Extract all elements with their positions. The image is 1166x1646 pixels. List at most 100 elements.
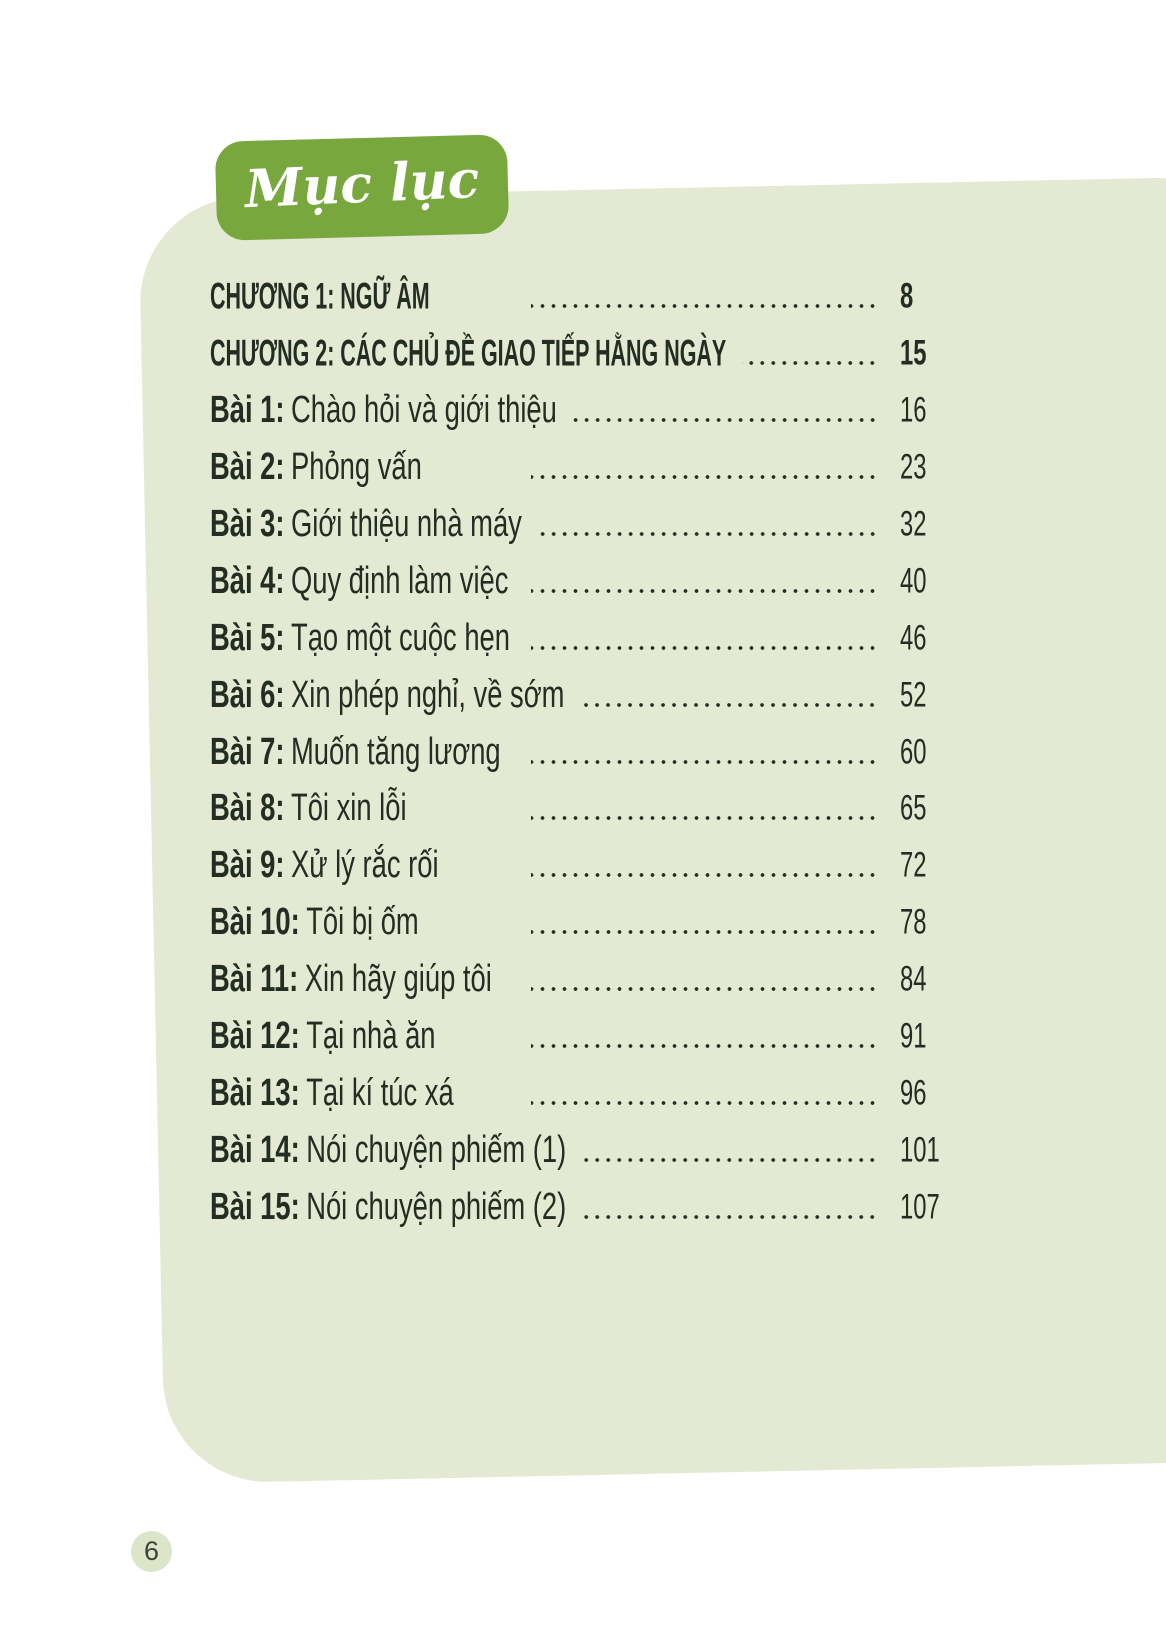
toc-entry-title: Tôi xin lỗi [290, 787, 407, 830]
toc-entry-title: Tại kí túc xá [306, 1071, 454, 1114]
dot-leader [531, 1099, 878, 1106]
page-number-badge: 6 [131, 1531, 172, 1572]
toc-entry-title: Nói chuyện phiếm (1) [306, 1128, 567, 1171]
toc-page-number: 101 [900, 1130, 940, 1170]
toc-entry-title: CHƯƠNG 1: NGỮ ÂM [210, 275, 430, 317]
toc-page-number: 23 [900, 447, 927, 487]
dot-leader [572, 417, 878, 424]
toc-row: Bài 6: Xin phép nghỉ, về sớm 52 [210, 666, 966, 723]
toc-entry-label: Bài 13: Tại kí túc xá [210, 1074, 454, 1112]
dot-leader [742, 360, 878, 367]
dot-leader [580, 701, 878, 708]
toc-page-number: 78 [900, 902, 927, 942]
toc-row: Bài 9: Xử lý rắc rối 72 [210, 837, 966, 894]
toc-entry-label: Bài 7: Muốn tăng lương [210, 733, 501, 771]
toc-entry-prefix: Bài 14: [210, 1128, 300, 1171]
title-badge: Mục lục [214, 134, 510, 241]
dot-leader [537, 531, 878, 537]
toc-page-number: 65 [900, 788, 927, 828]
toc-entry-title: Giới thiệu nhà máy [290, 503, 522, 545]
toc-entry-label: Bài 4: Quy định làm việc [210, 562, 508, 600]
toc-entry-title: Phỏng vấn [290, 446, 422, 489]
toc-row: Bài 5: Tạo một cuộc hẹn 46 [210, 609, 966, 666]
toc-entry-prefix: Bài 2: [210, 446, 285, 489]
dot-leader [531, 303, 878, 310]
toc-entry-title: Chào hỏi và giới thiệu [290, 389, 557, 432]
dot-leader [531, 644, 878, 651]
dot-leader [531, 474, 878, 481]
dot-leader [531, 872, 878, 879]
dot-leader [531, 587, 878, 594]
toc-entry-label: Bài 6: Xin phép nghỉ, về sớm [210, 676, 564, 714]
toc-page-number: 40 [900, 561, 927, 601]
toc-entry-label: Bài 10: Tôi bị ốm [210, 903, 419, 941]
toc-entry-prefix: Bài 3: [210, 503, 285, 545]
toc-entry-label: Bài 12: Tại nhà ăn [210, 1017, 436, 1055]
dot-leader [531, 1043, 878, 1050]
toc-entry-title: Quy định làm việc [290, 559, 509, 602]
toc-entry-title: Nói chuyện phiếm (2) [306, 1185, 567, 1228]
dot-leader [531, 929, 878, 936]
toc-page-number: 96 [900, 1073, 927, 1113]
toc-entry-prefix: Bài 1: [210, 389, 285, 432]
toc-entry-title: Xin phép nghỉ, về sớm [290, 673, 565, 716]
toc-row: Bài 8: Tôi xin lỗi 65 [210, 780, 966, 837]
toc-page-number: 32 [900, 504, 927, 544]
toc-entry-prefix: Bài 12: [210, 1015, 300, 1058]
toc-entry-title: Xin hãy giúp tôi [304, 958, 492, 1001]
dot-leader [582, 1156, 878, 1163]
toc-page-number: 91 [900, 1016, 927, 1056]
toc-entry-label: Bài 3: Giới thiệu nhà máy [210, 505, 522, 543]
toc-row: Bài 15: Nói chuyện phiếm (2) 107 [210, 1178, 966, 1235]
toc-entry-prefix: Bài 5: [210, 616, 285, 659]
toc-entry-label: Bài 8: Tôi xin lỗi [210, 789, 407, 827]
dot-leader [582, 1213, 878, 1220]
toc-entry-label: Bài 15: Nói chuyện phiếm (2) [210, 1188, 566, 1226]
dot-leader [531, 815, 878, 822]
toc-entry-label: Bài 2: Phỏng vấn [210, 448, 422, 486]
toc-entry-title: Muốn tăng lương [290, 730, 501, 773]
toc-list: CHƯƠNG 1: NGỮ ÂM 8 CHƯƠNG 2: CÁC CHỦ ĐỀ … [210, 268, 966, 1235]
toc-row: Bài 13: Tại kí túc xá 96 [210, 1064, 966, 1121]
toc-entry-title: CHƯƠNG 2: CÁC CHỦ ĐỀ GIAO TIẾP HẰNG NGÀY [210, 332, 727, 374]
toc-row: Bài 4: Quy định làm việc 40 [210, 552, 966, 609]
toc-page-number: 60 [900, 732, 927, 772]
toc-page-number: 107 [900, 1187, 940, 1227]
toc-row: Bài 3: Giới thiệu nhà máy 32 [210, 496, 966, 553]
toc-page-number: 72 [900, 845, 927, 885]
toc-entry-prefix: Bài 11: [210, 958, 299, 1001]
toc-entry-prefix: Bài 10: [210, 901, 300, 944]
toc-page-number: 15 [900, 333, 927, 373]
page-title: Mục lục [243, 148, 481, 220]
toc-page-number: 16 [900, 390, 927, 430]
toc-entry-label: CHƯƠNG 1: NGỮ ÂM [210, 278, 430, 315]
toc-entry-label: Bài 9: Xử lý rắc rối [210, 846, 439, 884]
toc-row: Bài 7: Muốn tăng lương 60 [210, 723, 966, 780]
toc-page-number: 84 [900, 959, 927, 999]
toc-entry-label: Bài 14: Nói chuyện phiếm (1) [210, 1131, 566, 1169]
toc-entry-label: Bài 1: Chào hỏi và giới thiệu [210, 391, 557, 429]
toc-entry-prefix: Bài 8: [210, 787, 285, 830]
toc-row: CHƯƠNG 2: CÁC CHỦ ĐỀ GIAO TIẾP HẰNG NGÀY… [210, 325, 966, 382]
toc-page-number: 52 [900, 675, 927, 715]
toc-entry-label: Bài 5: Tạo một cuộc hẹn [210, 619, 510, 657]
toc-entry-title: Tạo một cuộc hẹn [290, 616, 510, 659]
toc-entry-title: Xử lý rắc rối [290, 844, 439, 887]
dot-leader [531, 986, 878, 993]
toc-entry-title: Tôi bị ốm [306, 901, 419, 944]
toc-page-number: 46 [900, 618, 927, 658]
toc-entry-label: Bài 11: Xin hãy giúp tôi [210, 960, 492, 998]
toc-row: Bài 10: Tôi bị ốm 78 [210, 894, 966, 951]
toc-entry-prefix: Bài 13: [210, 1071, 300, 1114]
toc-entry-prefix: Bài 15: [210, 1185, 300, 1228]
toc-row: Bài 14: Nói chuyện phiếm (1) 101 [210, 1121, 966, 1178]
toc-row: Bài 12: Tại nhà ăn 91 [210, 1008, 966, 1065]
toc-entry-prefix: Bài 4: [210, 559, 285, 602]
toc-row: Bài 1: Chào hỏi và giới thiệu 16 [210, 382, 966, 439]
toc-page-number: 8 [900, 276, 914, 316]
toc-row: CHƯƠNG 1: NGỮ ÂM 8 [210, 268, 966, 325]
toc-row: Bài 11: Xin hãy giúp tôi 84 [210, 951, 966, 1008]
toc-entry-prefix: Bài 6: [210, 673, 285, 716]
toc-row: Bài 2: Phỏng vấn 23 [210, 439, 966, 496]
